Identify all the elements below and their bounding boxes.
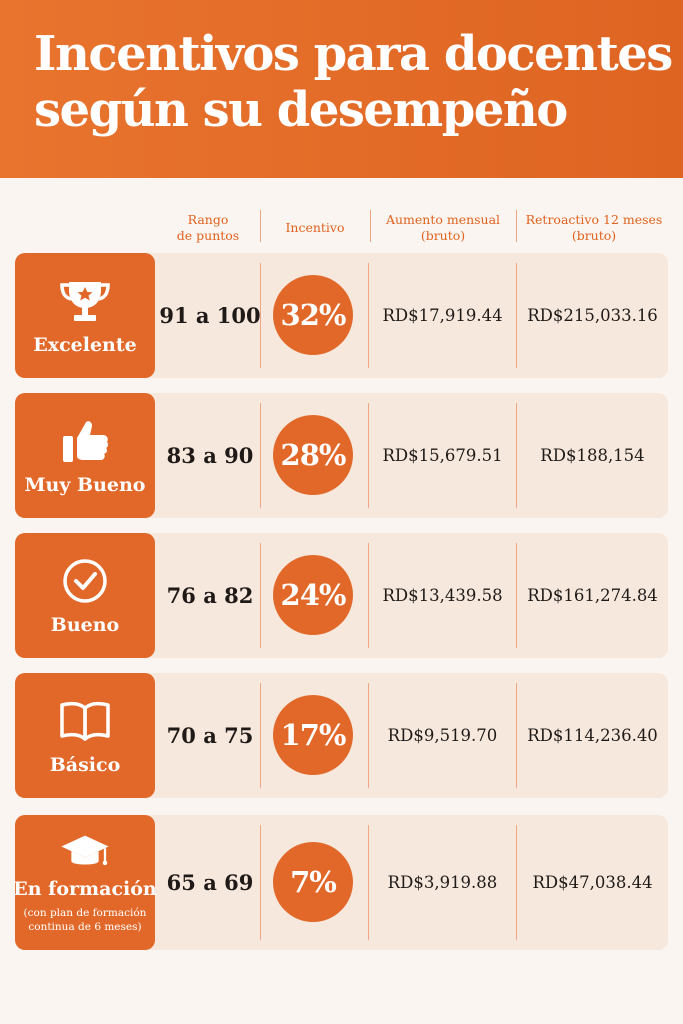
table-row: En formación (con plan de formación cont… [13, 815, 668, 950]
check-circle-icon [63, 558, 107, 603]
column-divider [516, 683, 517, 788]
monthly-amount: RD$15,679.51 [382, 446, 503, 465]
level-badge: Bueno [15, 533, 155, 658]
level-note: (con plan de formación continua de 6 mes… [23, 906, 147, 933]
incentive-circle: 28% [273, 415, 353, 495]
trophy-icon [60, 281, 110, 321]
level-label: En formación [13, 877, 157, 900]
header-divider [260, 210, 261, 242]
column-divider [368, 543, 369, 648]
table-row: Básico 70 a 75 17% RD$9,519.70 RD$114,23… [15, 673, 668, 798]
column-divider [368, 403, 369, 508]
column-divider [516, 403, 517, 508]
page-title-line-2: según su desempeño [34, 82, 568, 138]
incentive-circle: 32% [273, 275, 353, 355]
header-divider [370, 210, 371, 242]
points-range: 91 a 100 [159, 303, 261, 328]
level-label: Básico [49, 753, 121, 776]
column-divider [260, 543, 261, 648]
column-divider [260, 263, 261, 368]
column-divider [260, 403, 261, 508]
level-label: Excelente [33, 333, 137, 356]
column-header-range: Rango de puntos [176, 212, 240, 243]
table-row: Excelente 91 a 100 32% RD$17,919.44 RD$2… [15, 253, 668, 378]
level-label: Bueno [50, 613, 120, 636]
retro-amount: RD$114,236.40 [527, 726, 658, 745]
page-header: Incentivos para docentes según su desemp… [0, 0, 683, 178]
column-header-incentive: Incentivo [285, 220, 345, 235]
points-range: 76 a 82 [166, 583, 254, 608]
retro-amount: RD$161,274.84 [527, 586, 658, 605]
retro-amount: RD$215,033.16 [527, 306, 658, 325]
graduation-cap-icon [61, 835, 109, 865]
points-range: 70 a 75 [166, 723, 254, 748]
incentive-circle: 17% [273, 695, 353, 775]
retro-amount: RD$47,038.44 [532, 873, 653, 892]
column-divider [260, 825, 261, 940]
page-title-line-1: Incentivos para docentes [34, 26, 673, 82]
column-divider [260, 683, 261, 788]
retro-amount: RD$188,154 [540, 446, 645, 465]
table-row: Bueno 76 a 82 24% RD$13,439.58 RD$161,27… [15, 533, 668, 658]
column-divider [516, 543, 517, 648]
table-row: Muy Bueno 83 a 90 28% RD$15,679.51 RD$18… [15, 393, 668, 518]
incentive-circle: 24% [273, 555, 353, 635]
column-divider [516, 825, 517, 940]
column-header-monthly: Aumento mensual (bruto) [385, 212, 501, 243]
level-label: Muy Bueno [24, 473, 146, 496]
monthly-amount: RD$9,519.70 [387, 726, 498, 745]
monthly-amount: RD$17,919.44 [382, 306, 503, 325]
open-book-icon [60, 701, 110, 741]
level-badge: En formación (con plan de formación cont… [13, 815, 157, 950]
incentive-circle: 7% [273, 842, 353, 922]
monthly-amount: RD$13,439.58 [382, 586, 503, 605]
level-badge: Muy Bueno [15, 393, 155, 518]
level-badge: Excelente [15, 253, 155, 378]
column-divider [368, 825, 369, 940]
column-header-retro: Retroactivo 12 meses (bruto) [525, 212, 663, 243]
points-range: 83 a 90 [166, 443, 254, 468]
level-badge: Básico [15, 673, 155, 798]
column-divider [516, 263, 517, 368]
column-divider [368, 683, 369, 788]
column-divider [368, 263, 369, 368]
monthly-amount: RD$3,919.88 [387, 873, 498, 892]
points-range: 65 a 69 [166, 870, 254, 895]
thumbs-up-icon [63, 420, 109, 462]
header-divider [516, 210, 517, 242]
